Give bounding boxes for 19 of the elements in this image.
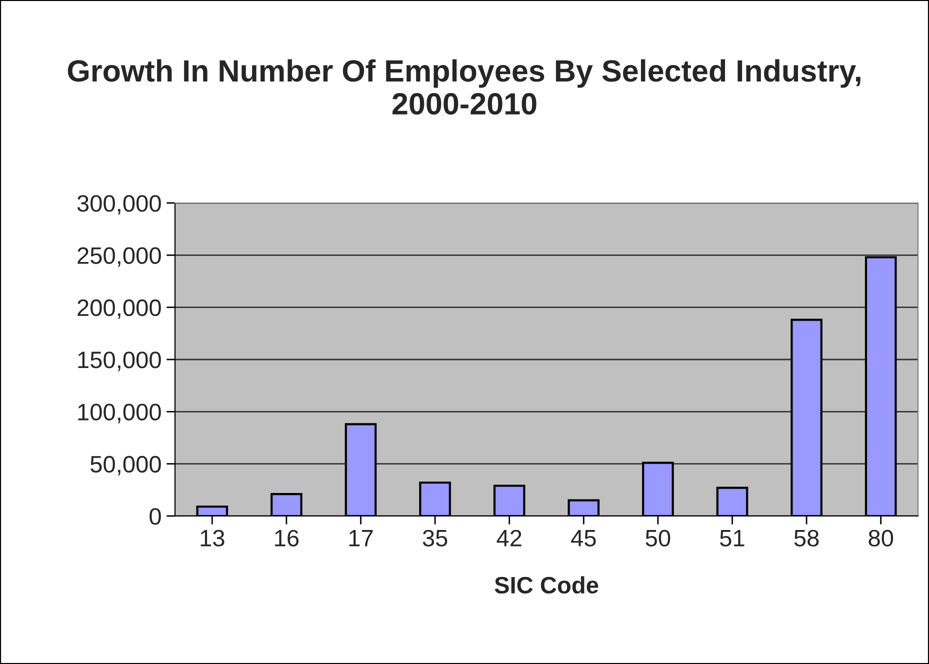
- y-tick-label: 200,000: [78, 299, 161, 319]
- x-tick-label: 50: [646, 530, 670, 547]
- x-axis-title: SIC Code: [494, 576, 598, 594]
- chart-title: Growth In Number Of Employees By Selected Industry, 2000-2010: [68, 59, 860, 115]
- x-tick-label: 58: [794, 530, 819, 547]
- x-tick-label: 45: [571, 530, 596, 547]
- y-tick-label: 100,000: [78, 404, 161, 424]
- x-tick-label: 51: [720, 530, 744, 547]
- x-tick-label: 42: [496, 530, 522, 546]
- x-tick-label: 35: [422, 530, 448, 547]
- x-tick-label: 80: [868, 530, 894, 547]
- x-tick-label: 16: [275, 530, 299, 547]
- x-tick-label: 13: [200, 530, 224, 547]
- y-tick-label: 300,000: [77, 195, 161, 215]
- y-tick-label: 150,000: [78, 352, 161, 372]
- x-tick-label: 17: [349, 530, 373, 546]
- y-tick-label: 0: [150, 508, 161, 525]
- y-tick-label: 250,000: [78, 247, 161, 267]
- y-tick-label: 50,000: [90, 456, 161, 476]
